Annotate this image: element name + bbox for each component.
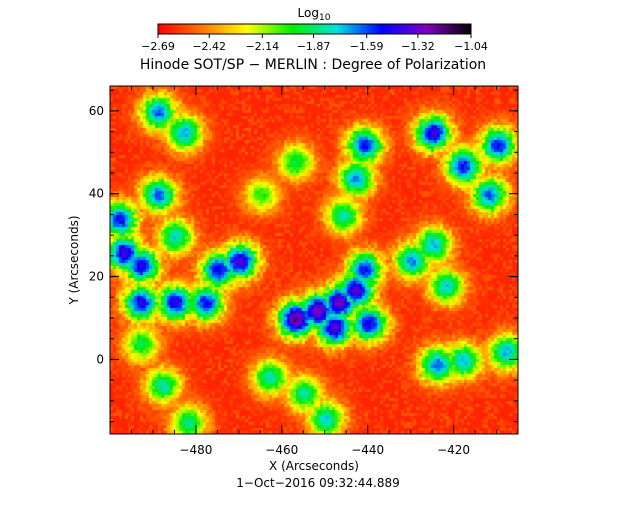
plot-area: −480 −460 −440 −420 0 20 40 60 — [89, 85, 519, 457]
heatmap-image — [110, 86, 518, 434]
plot-frame — [109, 85, 519, 435]
colorbar: Log10 −2.69 −2.42 −2.14 −1.87 −1.59 −1.32 −1.0… — [141, 6, 488, 53]
y-tick-label: 60 — [89, 104, 104, 118]
timestamp-footer: 1−Oct−2016 09:32:44.889 — [236, 476, 399, 490]
colorbar-bar — [157, 23, 472, 35]
colorbar-tick-label: −1.87 — [297, 40, 331, 53]
x-tick-label: −480 — [179, 443, 212, 457]
colorbar-tick-label: −2.14 — [245, 40, 279, 53]
x-tick-label: −460 — [265, 443, 298, 457]
colorbar-tick-label: −1.32 — [401, 40, 435, 53]
y-tick-label: 20 — [89, 270, 104, 284]
y-tick-label: 40 — [89, 187, 104, 201]
chart-title: Hinode SOT/SP − MERLIN : Degree of Polar… — [140, 57, 486, 73]
y-axis-label: Y (Arcseconds) — [67, 215, 81, 305]
colorbar-tick-label: −1.59 — [350, 40, 384, 53]
colorbar-tick-label: −1.04 — [454, 40, 488, 53]
x-axis-label: X (Arcseconds) — [269, 459, 359, 473]
x-tick-label: −420 — [437, 443, 470, 457]
colorbar-label: Log10 — [298, 6, 331, 23]
x-axis: −480 −460 −440 −420 — [109, 86, 519, 457]
y-tick-label: 0 — [96, 352, 104, 366]
colorbar-tick-label: −2.69 — [141, 40, 175, 53]
colorbar-tick-label: −2.42 — [192, 40, 226, 53]
y-axis: 0 20 40 60 — [89, 89, 518, 423]
x-tick-label: −440 — [351, 443, 384, 457]
colorbar-ticks: −2.69 −2.42 −2.14 −1.87 −1.59 −1.32 −1.04 — [141, 34, 488, 53]
